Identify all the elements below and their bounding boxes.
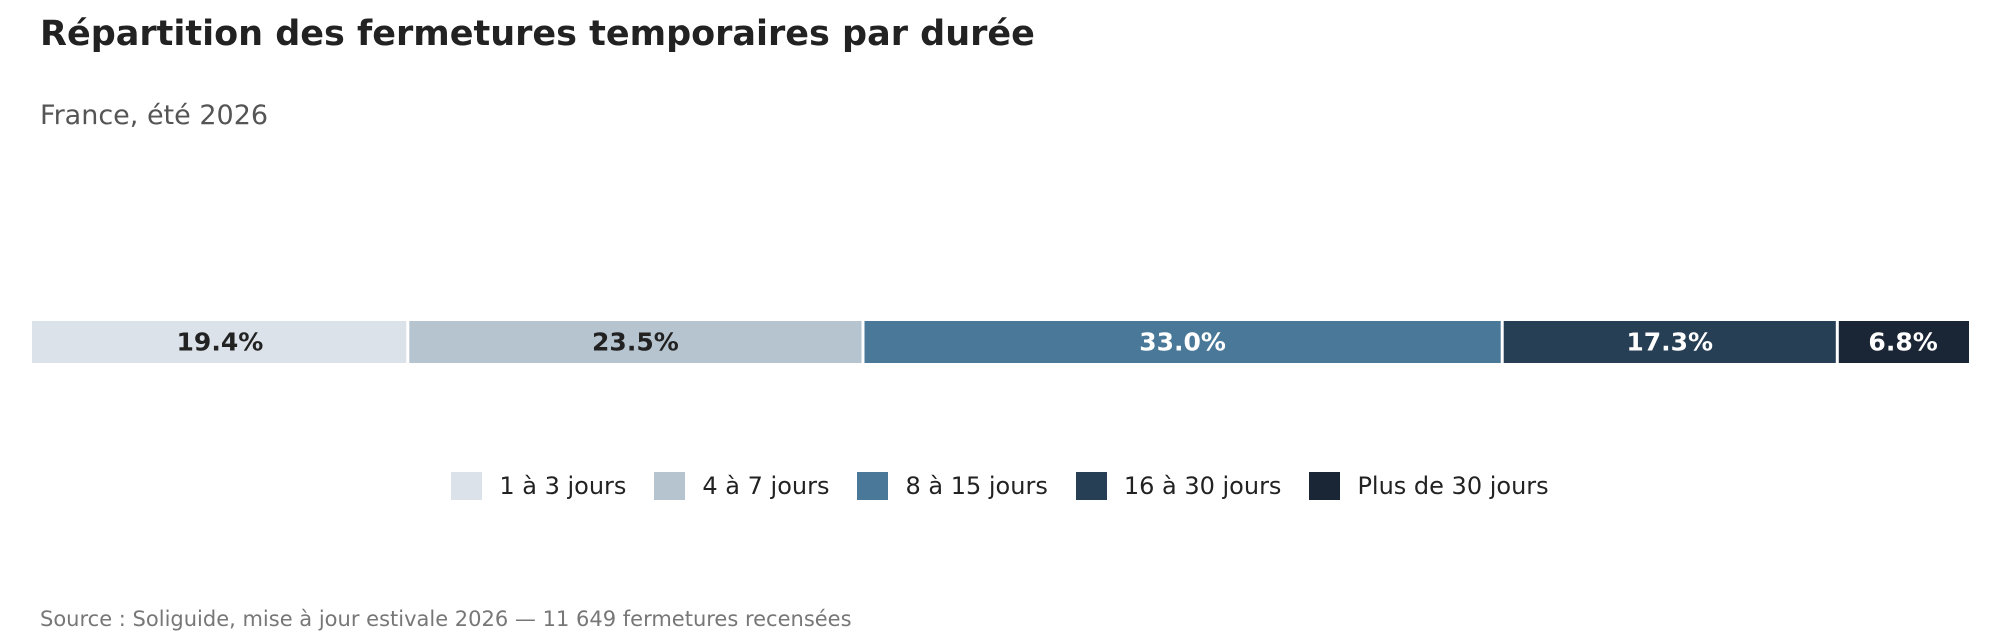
chart-subtitle: France, été 2026 <box>40 100 269 131</box>
legend-swatch <box>1075 472 1107 500</box>
bar-segment <box>32 321 407 363</box>
legend-swatch <box>654 472 686 500</box>
legend-label: Plus de 30 jours <box>1357 472 1549 500</box>
legend-swatch <box>1309 472 1341 500</box>
legend-item: Plus de 30 jours <box>1309 472 1549 500</box>
legend-item: 8 à 15 jours <box>857 472 1048 500</box>
bar-segment <box>864 321 1501 363</box>
legend-item: 16 à 30 jours <box>1075 472 1282 500</box>
source-note: Source : Soliguide, mise à jour estivale… <box>40 607 852 631</box>
legend-label: 4 à 7 jours <box>702 472 830 500</box>
bar-segment <box>409 321 862 363</box>
legend-label: 8 à 15 jours <box>905 472 1048 500</box>
data-label: 17.3% <box>1626 328 1713 357</box>
data-label: 23.5% <box>592 328 679 357</box>
legend-label: 16 à 30 jours <box>1123 472 1282 500</box>
bar-segment <box>1503 321 1836 363</box>
chart-title: Répartition des fermetures temporaires p… <box>40 14 1035 54</box>
legend-item: 1 à 3 jours <box>451 472 626 500</box>
data-label: 6.8% <box>1868 328 1937 357</box>
legend-swatch <box>451 472 483 500</box>
data-label: 33.0% <box>1139 328 1226 357</box>
chart-legend: 1 à 3 jours 4 à 7 jours 8 à 15 jours 16 … <box>0 472 2000 500</box>
bar-segment <box>1838 321 1969 363</box>
legend-swatch <box>857 472 889 500</box>
data-label: 19.4% <box>177 328 264 357</box>
legend-item: 4 à 7 jours <box>654 472 829 500</box>
legend-label: 1 à 3 jours <box>499 472 627 500</box>
